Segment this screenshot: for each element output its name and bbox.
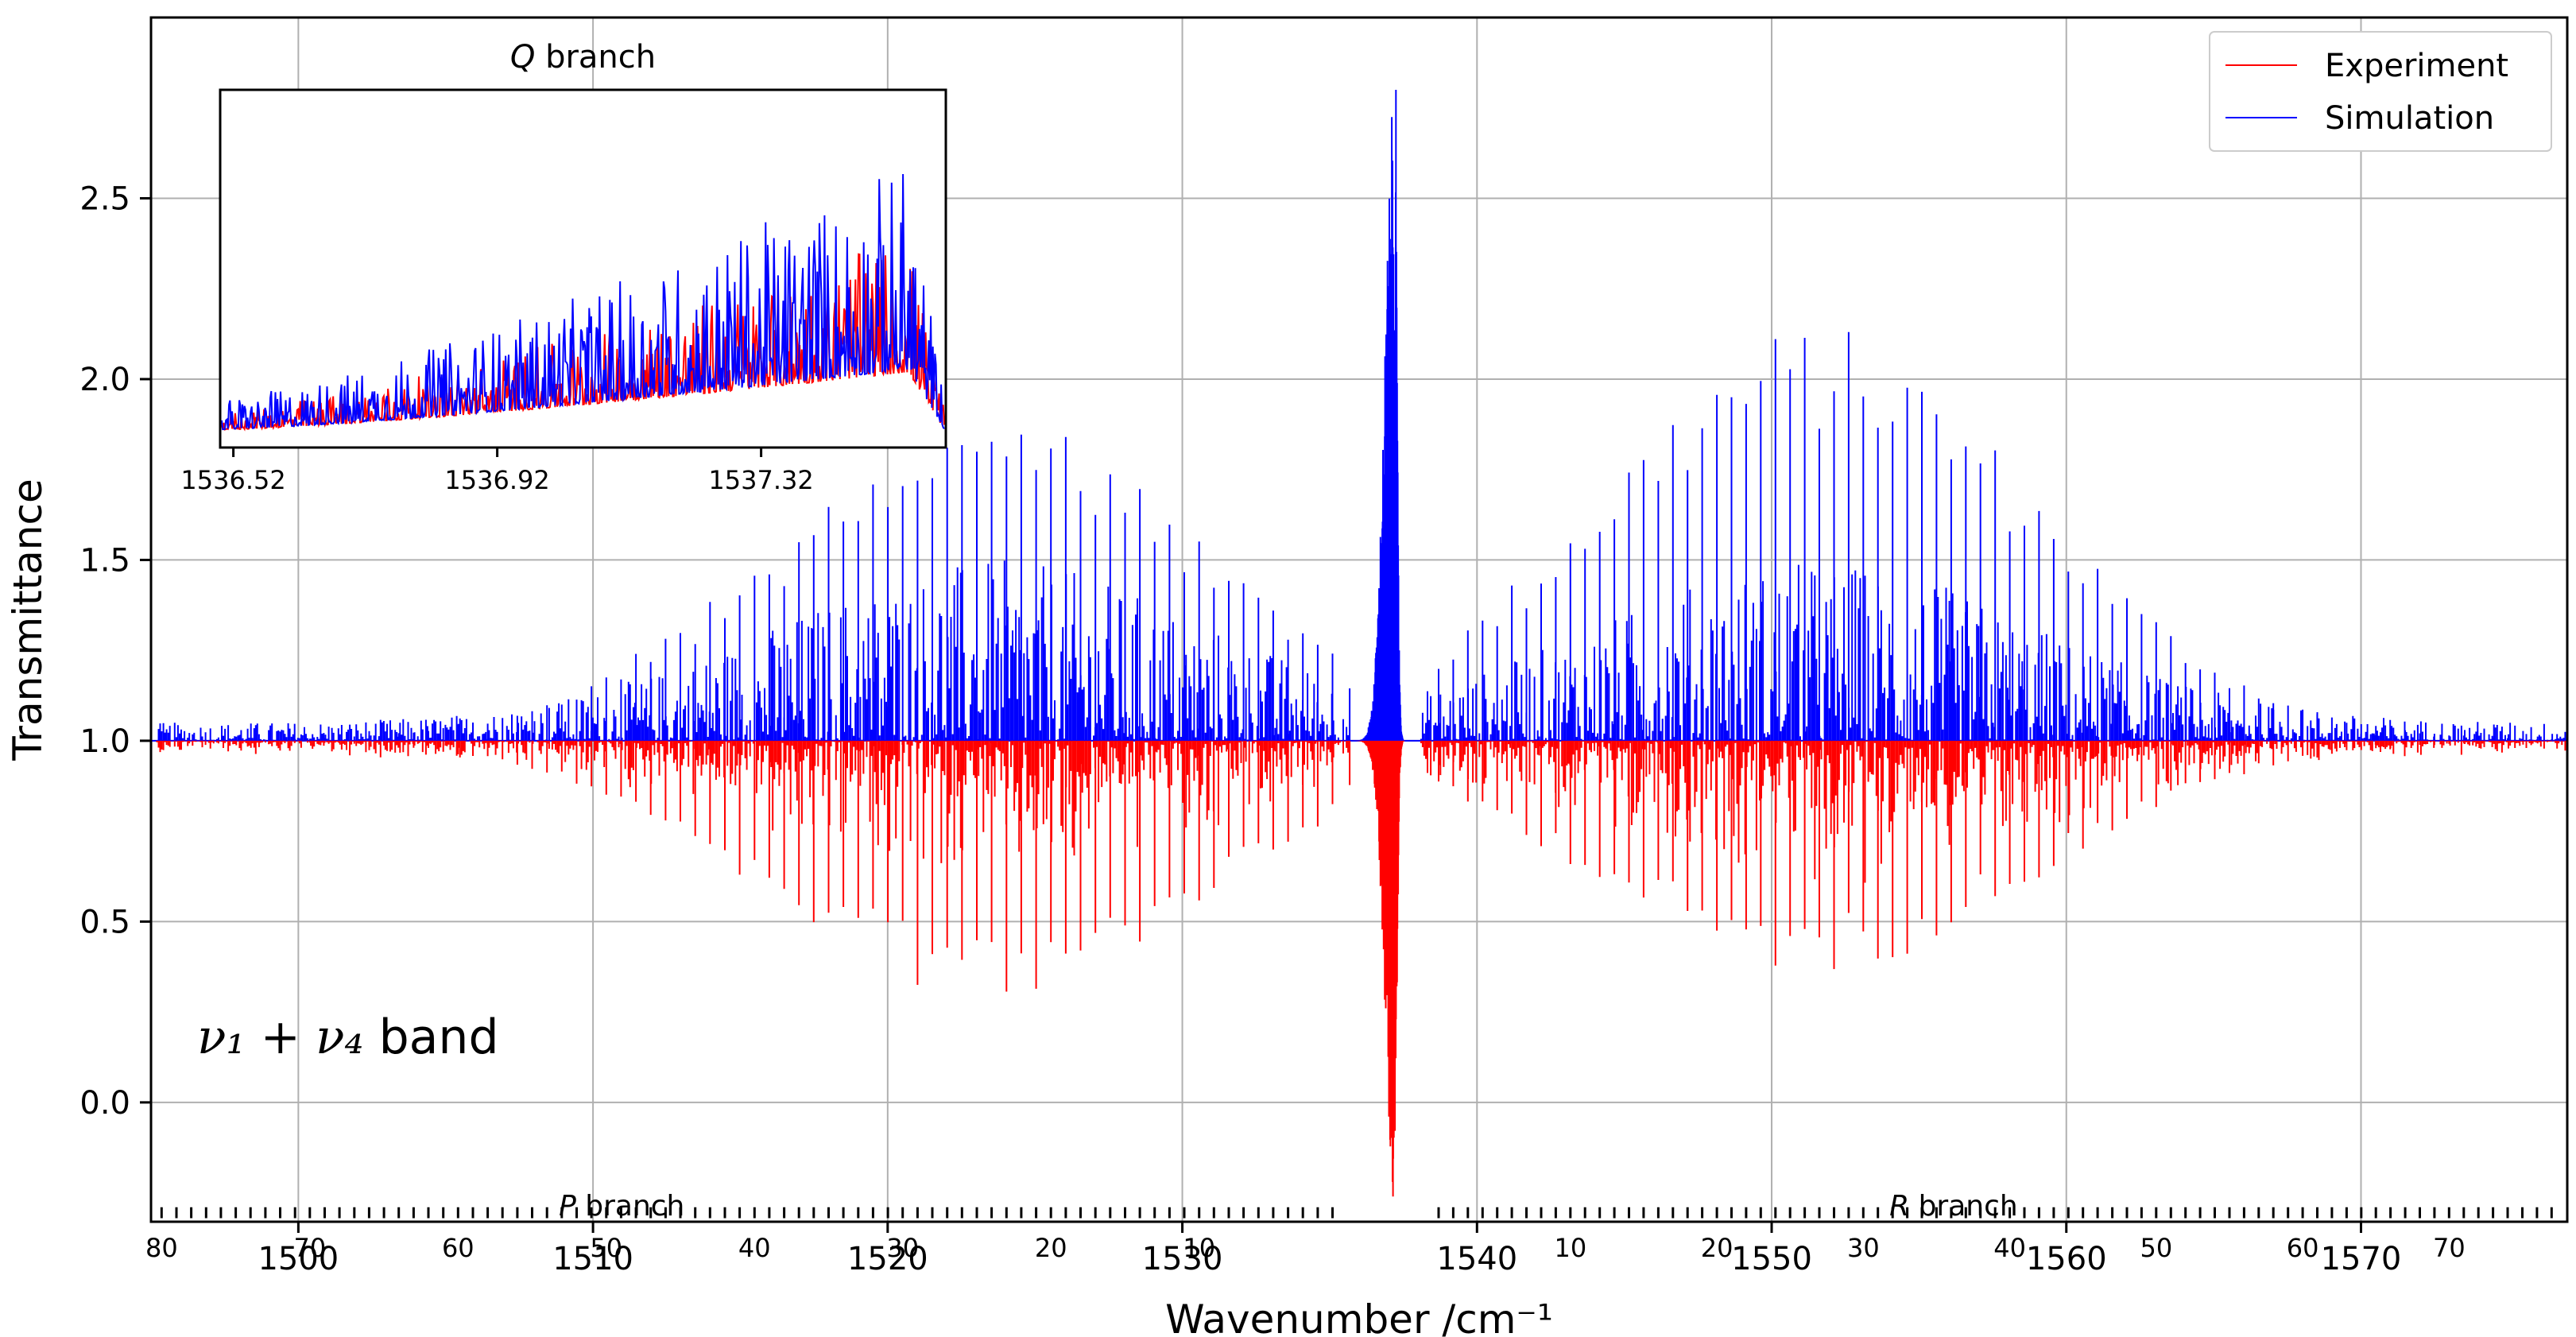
y-axis: 0.0 0.5 1.0 1.5 2.0 2.5 [79,180,151,1122]
rotational-assignment-ticks [160,1207,2553,1219]
plot-frame [149,16,2569,1223]
x-tick-label: 1510 [552,1241,633,1277]
x-tick-label: 1520 [847,1241,928,1277]
j-tick-marks [160,1207,2553,1219]
r-branch-j-label: 50 [2140,1233,2172,1263]
inset-lines [221,173,945,432]
y-axis-label: Transmittance [5,479,51,762]
p-branch-j-label: 70 [293,1233,326,1263]
p-branch-label: P branch [559,1190,684,1223]
legend-label-experiment: Experiment [2325,48,2508,84]
y-tick-label: 1.5 [79,542,130,579]
y-tick-label: 0.5 [79,904,130,940]
inset-x-axis: 1536.52 1536.92 1537.32 [180,448,814,495]
p-branch-j-label: 80 [145,1233,178,1263]
x-tick-label: 1550 [1731,1241,1812,1277]
legend: Experiment Simulation [2209,31,2552,152]
x-tick-label: 1560 [2026,1241,2107,1277]
p-branch-j-label: 50 [590,1233,622,1263]
inset-x-tick-label: 1537.32 [708,465,813,495]
r-branch-j-labels: 10 20 30 40 50 60 70 [1554,1233,2465,1263]
y-tick-label: 1.0 [79,723,130,760]
x-tick-label: 1530 [1142,1241,1223,1277]
y-tick-label: 0.0 [79,1085,130,1122]
legend-label-simulation: Simulation [2325,100,2494,137]
r-branch-j-label: 10 [1554,1233,1586,1263]
x-axis: 1500 1510 1520 1530 1540 1550 1560 1570 [258,1222,2401,1277]
x-axis-label: Wavenumber /cm⁻¹ [1165,1296,1553,1337]
p-branch-j-label: 40 [738,1233,771,1263]
x-tick-label: 1500 [258,1241,339,1277]
experiment-lines [156,740,2567,1197]
r-branch-j-label: 70 [2433,1233,2466,1263]
inset-frame [219,88,947,449]
inset-title: Q branch [510,39,656,76]
p-branch-j-label: 30 [886,1233,919,1263]
p-branch-j-label: 10 [1183,1233,1215,1263]
p-branch-j-labels: 80 70 60 50 40 30 20 10 [145,1233,1215,1263]
x-tick-label: 1540 [1436,1241,1517,1277]
legend-box [2209,31,2552,152]
p-branch-j-label: 20 [1035,1233,1067,1263]
r-branch-label: R branch [1889,1190,2018,1223]
x-tick-label: 1570 [2321,1241,2402,1277]
inset-simulation-trace [221,173,945,431]
r-branch-j-label: 40 [1993,1233,2026,1263]
inset-x-tick-label: 1536.52 [180,465,285,495]
r-branch-j-label: 20 [1701,1233,1733,1263]
experiment-series [156,740,2567,1197]
band-label: ν₁ + ν₄ band [197,1010,499,1065]
y-tick-label: 2.5 [79,180,130,217]
p-branch-j-label: 60 [442,1233,475,1263]
r-branch-j-label: 30 [1847,1233,1880,1263]
r-branch-j-label: 60 [2287,1233,2319,1263]
y-tick-label: 2.0 [79,362,130,398]
q-branch-inset: 1536.52 1536.92 1537.32 Q branch [180,39,947,495]
inset-x-tick-label: 1536.92 [444,465,549,495]
